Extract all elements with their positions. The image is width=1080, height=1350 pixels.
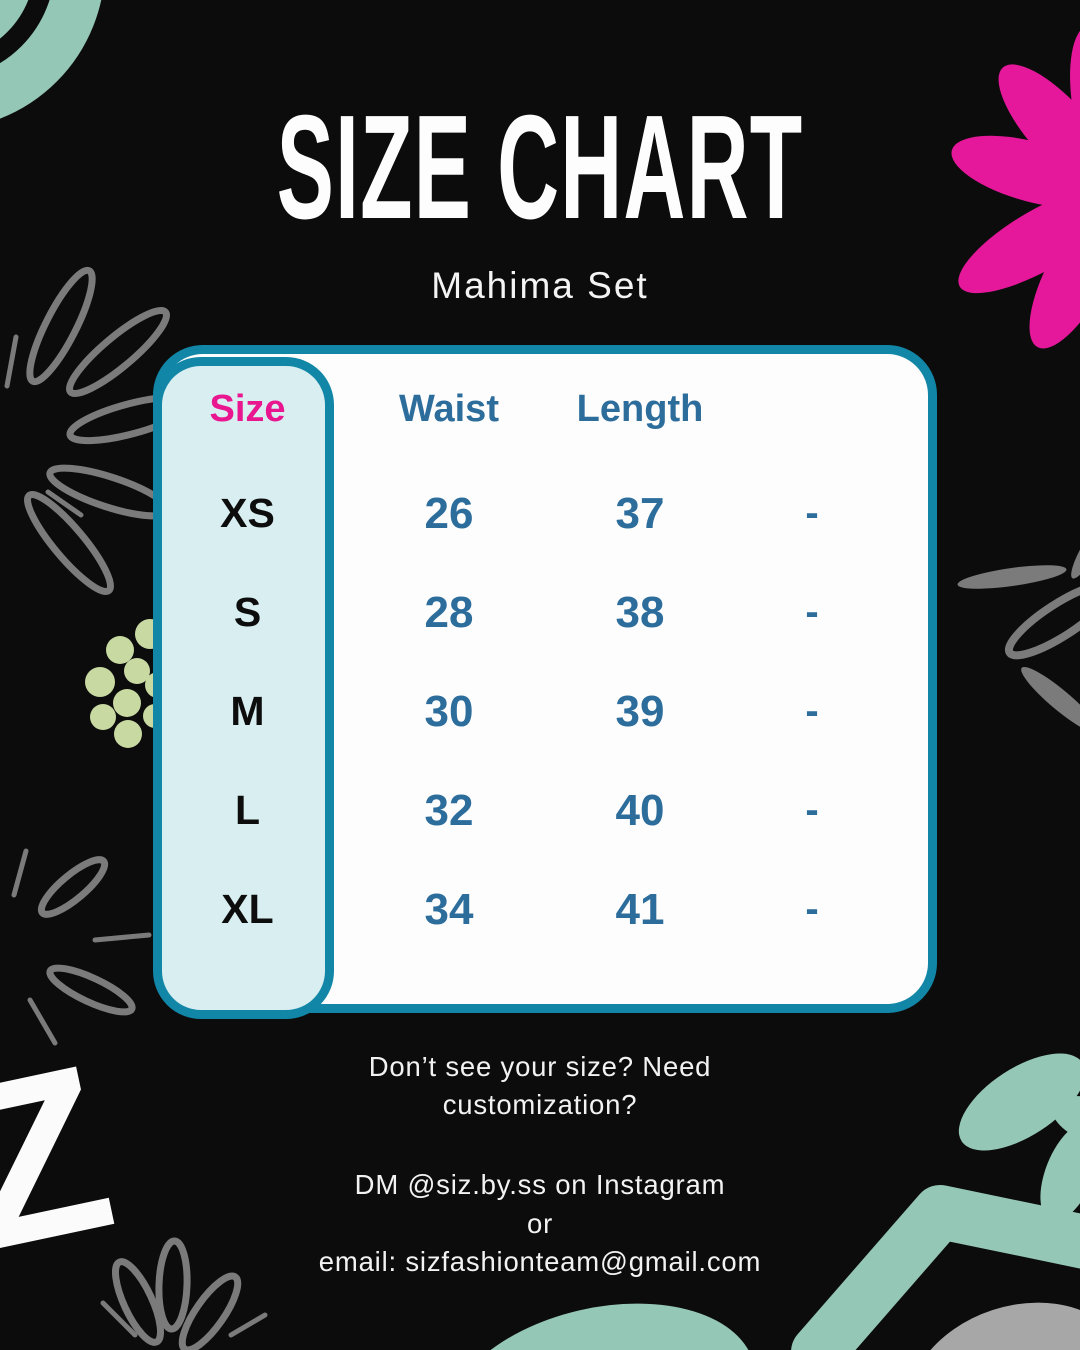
column-header-size: Size [209,387,286,430]
table-cell-size: XS [220,490,275,536]
table-cell-waist: 28 [424,587,474,637]
table-cell-size: XL [221,886,274,932]
table-cell-size: M [230,688,265,734]
table-cell-extra: - [805,590,819,634]
table-cell-length: 40 [615,785,665,835]
contact-instagram: DM @siz.by.ss on Instagram [354,1169,726,1200]
column-header-length: Length [576,387,704,430]
gray-petals-left-lower-icon [11,848,152,1046]
table-cell-waist: 32 [424,785,474,835]
mint-petals-icon [958,1053,1080,1222]
page-title: SIZE CHART [276,85,804,250]
mint-blob-icon [444,1303,756,1350]
contact-separator: or [526,1207,554,1239]
contact-email: email: sizfashionteam@gmail.com [318,1246,762,1277]
gray-blob-icon [908,1302,1080,1350]
gray-petals-left-icon [4,266,194,595]
table-cell-length: 41 [615,884,665,934]
sage-dots-icon [85,619,171,748]
contact-info: DM @siz.by.ss on Instagram or email: siz… [0,1166,1080,1282]
table-cell-length: 38 [615,587,665,637]
table-cell-extra: - [805,887,819,931]
table-cell-extra: - [805,788,819,832]
table-cell-size: L [234,787,261,833]
table-cell-size: S [233,589,262,635]
table-cell-extra: - [805,491,819,535]
gray-petals-right-icon [957,517,1080,734]
table-cell-length: 37 [615,488,665,538]
product-name: Mahima Set [431,265,649,306]
table-cell-extra: - [805,689,819,733]
column-header-extra [715,354,909,464]
gray-plant-icon [100,1237,268,1350]
table-cell-waist: 34 [424,884,474,934]
table-cell-waist: 26 [424,488,474,538]
table-cell-waist: 30 [424,686,474,736]
table-cell-length: 39 [615,686,665,736]
size-table: Size Waist Length XS 26 37 - S 28 38 - M… [162,354,928,1004]
size-column-panel [153,357,334,1019]
mint-chevron-icon [791,1185,1080,1350]
column-header-waist: Waist [399,387,499,430]
footer-question: Don’t see your size? Need customization? [368,1051,712,1120]
pink-flower-icon [951,25,1080,349]
arc-doodle-icon [0,0,102,119]
